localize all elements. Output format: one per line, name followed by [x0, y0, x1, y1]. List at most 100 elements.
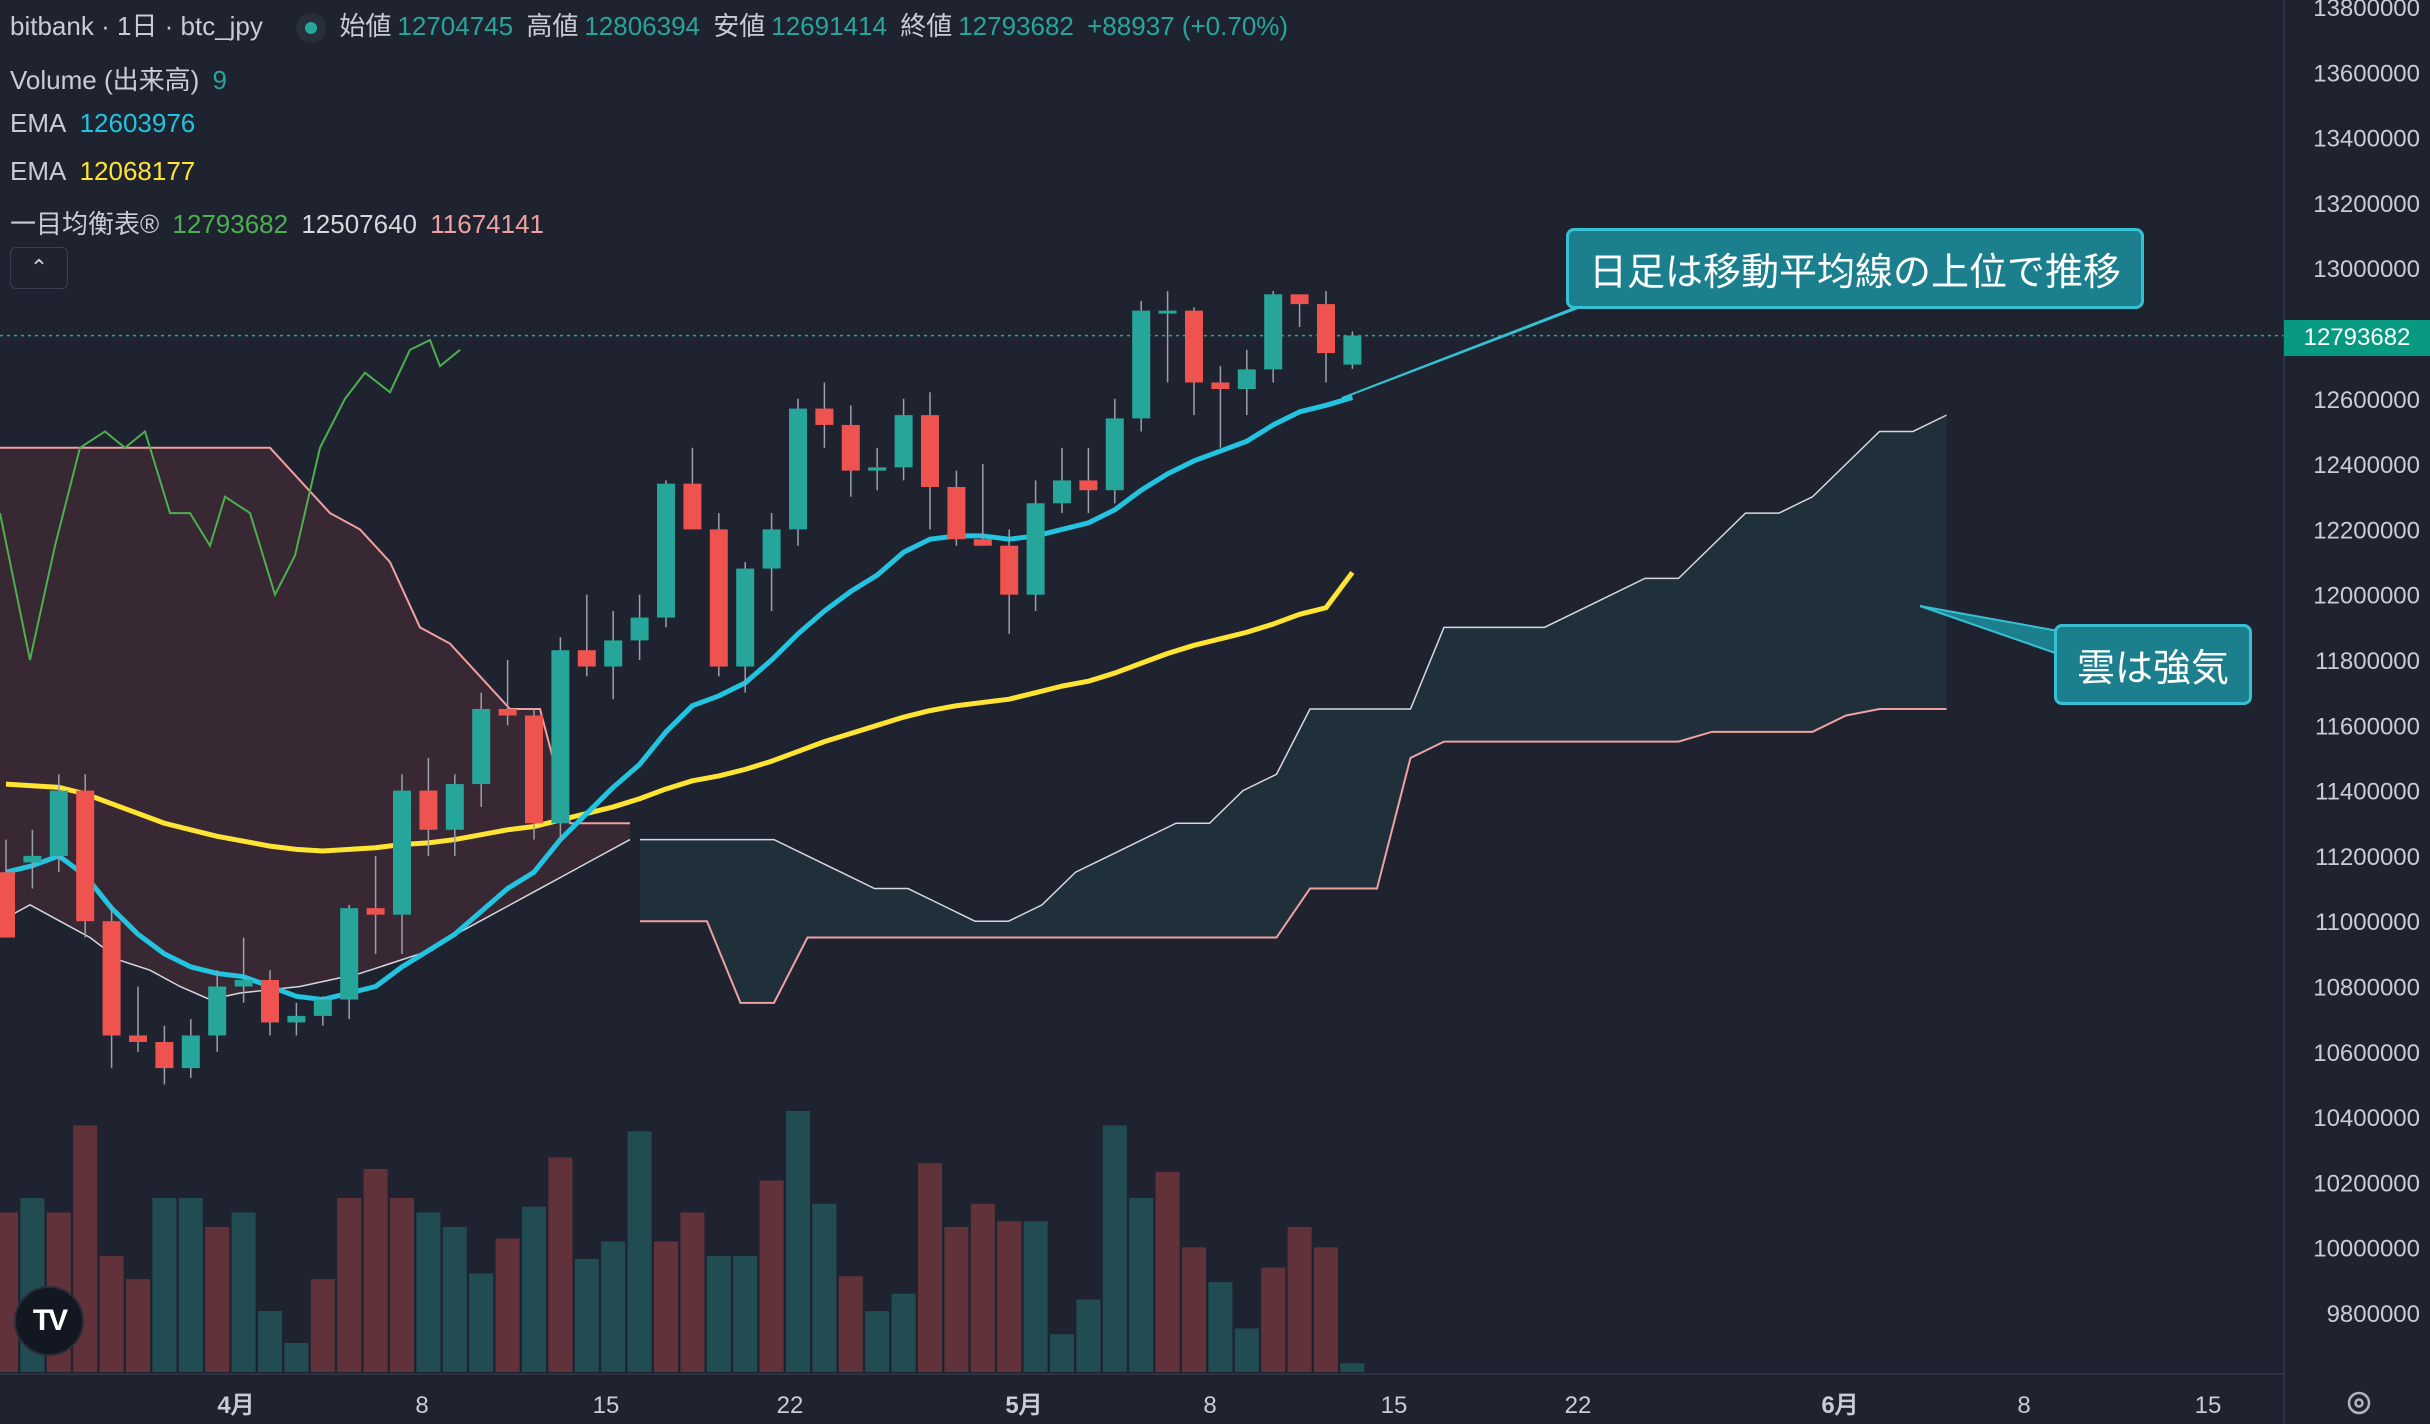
price-tick-label: 11400000 — [2315, 779, 2420, 806]
candle — [709, 513, 728, 677]
volume-bar — [522, 1206, 546, 1372]
candle-body — [1264, 294, 1283, 370]
candle-body — [815, 408, 834, 425]
candle-body — [366, 908, 385, 915]
candle-body — [551, 650, 570, 824]
candle — [1158, 291, 1177, 383]
candle — [366, 855, 385, 954]
candle — [234, 937, 253, 1003]
volume-label: Volume (出来高) — [10, 65, 200, 95]
candle — [841, 405, 860, 497]
volume-bar — [1234, 1328, 1259, 1372]
ema-fast-value: 12603976 — [79, 108, 196, 138]
candle-body — [1317, 304, 1335, 354]
tradingview-logo[interactable]: TV — [14, 1286, 84, 1356]
volume-bar — [1076, 1299, 1101, 1372]
ema-slow-label: EMA — [10, 156, 67, 186]
candle — [23, 829, 42, 889]
candle — [683, 447, 702, 530]
ichimoku-legend[interactable]: 一目均衡表® 12793682 12507640 11674141 — [10, 204, 550, 241]
annotation-cloud[interactable]: 雲は強気 — [2054, 624, 2253, 705]
volume-bar — [205, 1227, 230, 1372]
candle — [736, 562, 755, 693]
header-legend: bitbank · 1日 · btc_jpy 始値 12704745 高値 1280… — [10, 6, 1294, 44]
candle-body — [921, 415, 939, 487]
candle — [868, 447, 887, 491]
indicator-lines — [0, 338, 1355, 1003]
ema-slow-legend[interactable]: EMA 12068177 — [10, 156, 201, 187]
collapse-legend-button[interactable]: ⌃ — [10, 247, 68, 289]
volume-bar — [178, 1198, 203, 1372]
candle — [1105, 398, 1124, 504]
volume-bar — [997, 1221, 1022, 1372]
gear-icon[interactable] — [2342, 1386, 2376, 1420]
candle-body — [287, 1015, 306, 1023]
candle — [525, 708, 543, 840]
candles[interactable] — [0, 291, 1362, 1085]
volume-bar — [1287, 1227, 1312, 1372]
volume-bar — [1340, 1363, 1365, 1372]
candle-body — [313, 999, 332, 1016]
price-tick-label: 12400000 — [2313, 452, 2420, 479]
candle — [1026, 480, 1045, 612]
open-label: 始値 — [339, 11, 392, 41]
candle-body — [49, 790, 68, 856]
volume-bar — [891, 1293, 916, 1372]
symbol-title[interactable]: bitbank · 1日 · btc_jpy — [10, 11, 263, 41]
price-tick-label: 13600000 — [2313, 60, 2420, 87]
past-cloud-upper-line — [0, 446, 630, 825]
candle — [1237, 349, 1256, 416]
candle-body — [208, 986, 227, 1036]
volume-bar — [548, 1157, 573, 1372]
high-value: 12806394 — [584, 11, 701, 41]
candle-body — [762, 529, 781, 569]
candle-body — [1132, 310, 1151, 419]
candle-body — [789, 408, 807, 530]
candle — [1343, 331, 1362, 369]
volume-bar — [469, 1273, 494, 1372]
candle-body — [630, 617, 649, 641]
candle — [657, 480, 675, 628]
volume-bar — [1050, 1334, 1074, 1372]
candle — [1053, 447, 1071, 514]
volume-bar — [812, 1203, 837, 1372]
volume-bar — [680, 1212, 705, 1372]
volume-bar — [1155, 1171, 1180, 1372]
candle-body — [1053, 480, 1071, 504]
candle — [947, 470, 966, 546]
volume-bar — [1208, 1282, 1233, 1372]
candle — [789, 398, 807, 546]
volume-legend[interactable]: Volume (出来高) 9 — [10, 60, 233, 97]
volume-bar — [838, 1276, 863, 1372]
candle-body — [234, 979, 253, 987]
candle — [1264, 291, 1283, 383]
candle — [445, 774, 464, 856]
date-tick-label: 15 — [1381, 1392, 1408, 1419]
candle-body — [472, 708, 491, 785]
price-tick-label: 12000000 — [2313, 583, 2420, 610]
ema-slow-line — [5, 570, 1355, 854]
high-label: 高値 — [526, 11, 579, 41]
candle — [1290, 294, 1309, 327]
candle — [1317, 291, 1335, 383]
market-status-icon[interactable] — [296, 13, 327, 44]
price-tick-label: 11200000 — [2315, 844, 2420, 871]
annotation-top[interactable]: 日足は移動平均線の上位で推移 — [1566, 228, 2145, 309]
volume-bar — [126, 1279, 150, 1372]
price-tick-label: 13000000 — [2313, 256, 2420, 283]
candle-body — [1185, 310, 1203, 383]
candle — [181, 1019, 200, 1078]
candle — [551, 637, 570, 840]
price-tick-label: 13800000 — [2313, 0, 2420, 22]
ema-fast-legend[interactable]: EMA 12603976 — [10, 108, 201, 139]
candle-body — [0, 872, 15, 938]
candle-body — [1105, 418, 1124, 491]
volume-bar — [601, 1241, 626, 1372]
ema-fast-line — [5, 395, 1354, 1003]
volume-bars — [0, 1111, 1365, 1372]
ichimoku-chikou-value: 12793682 — [172, 209, 289, 239]
candle — [815, 382, 834, 448]
candle-body — [947, 486, 966, 540]
